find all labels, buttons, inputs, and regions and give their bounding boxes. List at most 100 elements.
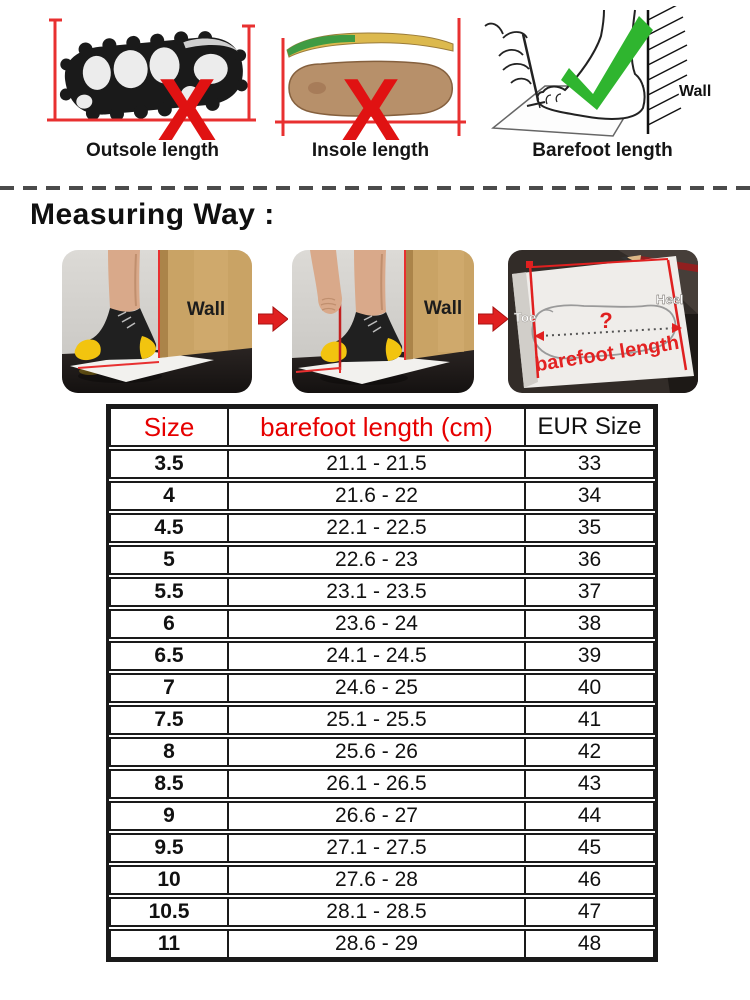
question-mark-label: ? xyxy=(599,308,612,333)
wall-label: Wall xyxy=(679,83,711,100)
table-row: 8.5 26.1 - 26.5 43 xyxy=(109,769,655,799)
shoe-outsole-image xyxy=(59,31,248,121)
cell-barefoot-length: 27.1 - 27.5 xyxy=(227,835,524,861)
measure-marks xyxy=(526,258,688,379)
col-header-size: Size xyxy=(143,411,195,442)
cell-size: 10.5 xyxy=(148,900,190,923)
cell-eur-size: 45 xyxy=(524,835,653,861)
cell-size: 9.5 xyxy=(154,836,184,859)
cell-barefoot-length: 23.1 - 23.5 xyxy=(227,579,524,605)
dashed-divider xyxy=(0,186,750,190)
insole-illustration: X xyxy=(275,18,466,140)
cell-size: 8 xyxy=(163,740,175,763)
wall-hatching xyxy=(646,6,688,134)
cardboard-box xyxy=(404,250,474,360)
table-row: 5.5 23.1 - 23.5 37 xyxy=(109,577,655,607)
cell-size: 6 xyxy=(163,612,175,635)
paper-sheet xyxy=(298,356,450,384)
col-header-barefoot-length: barefoot length (cm) xyxy=(227,409,524,445)
cell-eur-size: 34 xyxy=(524,483,653,509)
table-row: 6.5 24.1 - 24.5 39 xyxy=(109,641,655,671)
cell-size: 4 xyxy=(163,484,175,507)
cell-size: 11 xyxy=(157,932,181,955)
cell-barefoot-length: 26.6 - 27 xyxy=(227,803,524,829)
cell-barefoot-length: 24.1 - 24.5 xyxy=(227,643,524,669)
cell-eur-size: 41 xyxy=(524,707,653,733)
cell-eur-size: 46 xyxy=(524,867,653,893)
outsole-illustration: X xyxy=(47,18,256,140)
hand-with-pencil xyxy=(484,22,546,109)
paper-sheet xyxy=(512,256,694,388)
cell-barefoot-length: 21.6 - 22 xyxy=(227,483,524,509)
table-row: 5 22.6 - 23 36 xyxy=(109,545,655,575)
table-row: 9.5 27.1 - 27.5 45 xyxy=(109,833,655,863)
cell-size: 5 xyxy=(163,548,175,571)
cell-eur-size: 33 xyxy=(524,451,653,477)
table-row: 9 26.6 - 27 44 xyxy=(109,801,655,831)
outsole-length-label: Outsole length xyxy=(86,140,219,161)
table-row: 3.5 21.1 - 21.5 33 xyxy=(109,449,655,479)
table-row: 7 24.6 - 25 40 xyxy=(109,673,655,703)
measuring-photo-3: ? barefoot length Toe Heel xyxy=(508,250,698,393)
x-mark-icon: X xyxy=(342,60,401,140)
cell-size: 7 xyxy=(163,676,175,699)
cell-barefoot-length: 28.6 - 29 xyxy=(227,931,524,957)
cell-eur-size: 39 xyxy=(524,643,653,669)
cell-eur-size: 42 xyxy=(524,739,653,765)
cell-eur-size: 36 xyxy=(524,547,653,573)
cell-size: 10 xyxy=(157,868,181,891)
measuring-photo-2: Wall xyxy=(292,250,474,393)
cell-eur-size: 43 xyxy=(524,771,653,797)
cell-size: 3.5 xyxy=(154,452,184,475)
cell-barefoot-length: 26.1 - 26.5 xyxy=(227,771,524,797)
measuring-photo-1: Wall xyxy=(62,250,252,393)
col-header-eur-size: EUR Size xyxy=(524,409,653,445)
measure-lines xyxy=(275,18,466,136)
insole-side-view xyxy=(286,32,454,58)
wall-label: Wall xyxy=(187,299,225,320)
arrow-right-icon xyxy=(478,306,508,332)
cell-size: 7.5 xyxy=(154,708,184,731)
cell-barefoot-length: 25.6 - 26 xyxy=(227,739,524,765)
arrow-right-icon xyxy=(258,306,288,332)
wall-label: Wall xyxy=(424,298,462,319)
table-row: 4 21.6 - 22 34 xyxy=(109,481,655,511)
size-table-header-row: Size barefoot length (cm) EUR Size xyxy=(109,407,655,447)
table-row: 11 28.6 - 29 48 xyxy=(109,929,655,959)
cell-barefoot-length: 25.1 - 25.5 xyxy=(227,707,524,733)
foot-trace-outline xyxy=(531,304,677,360)
foot-outline xyxy=(536,9,646,120)
pencil-icon xyxy=(521,33,540,101)
barefoot-illustration: Wall xyxy=(484,6,714,137)
cell-barefoot-length: 22.6 - 23 xyxy=(227,547,524,573)
cell-eur-size: 44 xyxy=(524,803,653,829)
table-row: 10.5 28.1 - 28.5 47 xyxy=(109,897,655,927)
measure-lines xyxy=(47,18,256,122)
insole-length-label: Insole length xyxy=(311,140,430,161)
cardboard-box xyxy=(158,250,252,358)
heel-label: Heel xyxy=(656,292,683,307)
table-row: 4.5 22.1 - 22.5 35 xyxy=(109,513,655,543)
size-table-body: 3.5 21.1 - 21.5 33 4 21.6 - 22 34 4.5 22… xyxy=(109,449,655,959)
cell-eur-size: 37 xyxy=(524,579,653,605)
cell-barefoot-length: 24.6 - 25 xyxy=(227,675,524,701)
measuring-photos: Wall xyxy=(0,248,750,396)
insole-top-view xyxy=(288,60,453,117)
toe-label: Toe xyxy=(514,310,536,325)
paper-sheet xyxy=(70,352,214,382)
cell-barefoot-length: 21.1 - 21.5 xyxy=(227,451,524,477)
x-mark-icon: X xyxy=(158,60,217,140)
cell-barefoot-length: 23.6 - 24 xyxy=(227,611,524,637)
cell-size: 5.5 xyxy=(154,580,184,603)
measuring-way-heading: Measuring Way : xyxy=(30,198,275,231)
cell-size: 6.5 xyxy=(154,644,184,667)
cell-size: 9 xyxy=(163,804,175,827)
cell-eur-size: 48 xyxy=(524,931,653,957)
check-icon xyxy=(561,16,653,110)
cell-size: 4.5 xyxy=(154,516,184,539)
table-row: 10 27.6 - 28 46 xyxy=(109,865,655,895)
cell-barefoot-length: 27.6 - 28 xyxy=(227,867,524,893)
cell-eur-size: 47 xyxy=(524,899,653,925)
size-table: Size barefoot length (cm) EUR Size 3.5 2… xyxy=(106,404,658,962)
